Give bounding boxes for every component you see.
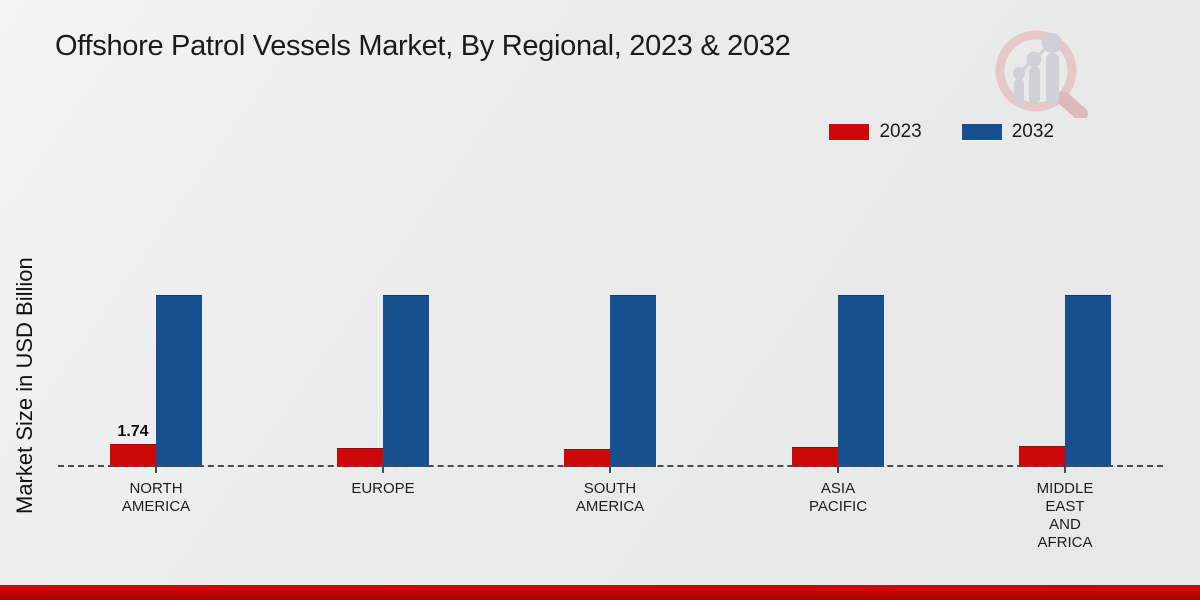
x-axis-category-label: ASIA PACIFIC — [808, 480, 868, 515]
market-research-future-logo-icon — [995, 30, 1088, 118]
bar-2032-middle-east-and-africa — [1065, 295, 1111, 467]
legend-item-2032: 2032 — [961, 121, 1054, 143]
bar-2023-asia-pacific — [792, 447, 838, 467]
legend-item-2023: 2023 — [829, 121, 922, 143]
legend-swatch-icon — [961, 124, 1002, 140]
x-axis-category-label: NORTH AMERICA — [121, 480, 191, 515]
bar-2023-north-america — [110, 444, 156, 467]
footer-accent-stripe — [0, 585, 1200, 600]
x-axis-tick — [382, 467, 384, 473]
x-axis-baseline — [58, 465, 1163, 467]
x-axis-category-label: MIDDLE EAST AND AFRICA — [1036, 480, 1094, 551]
x-axis-tick — [155, 467, 157, 473]
x-axis-category-label: EUROPE — [351, 480, 415, 497]
chart-title: Offshore Patrol Vessels Market, By Regio… — [55, 30, 791, 62]
bar-2032-south-america — [610, 295, 656, 467]
x-axis-tick — [609, 467, 611, 473]
legend-swatch-icon — [829, 124, 870, 140]
x-axis-category-label: SOUTH AMERICA — [575, 480, 645, 515]
x-axis-tick — [1064, 467, 1066, 473]
bar-2023-south-america — [564, 449, 610, 467]
bar-2032-europe — [383, 295, 429, 467]
bar-2023-middle-east-and-africa — [1019, 446, 1065, 467]
legend-label: 2032 — [1011, 121, 1054, 142]
bar-2032-asia-pacific — [838, 295, 884, 467]
bar-value-label: 1.74 — [117, 423, 149, 440]
x-axis-tick — [837, 467, 839, 473]
legend-label: 2023 — [879, 121, 922, 142]
bar-2032-north-america — [156, 295, 202, 467]
bar-2023-europe — [337, 448, 383, 467]
legend: 2023 2032 — [829, 121, 1054, 143]
